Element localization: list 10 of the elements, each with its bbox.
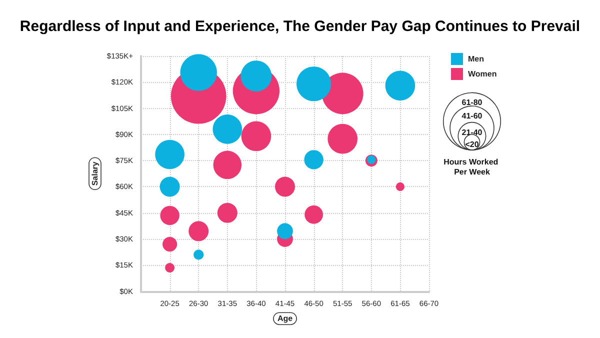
x-axis-title: Age	[277, 314, 294, 324]
legend-label: <20	[465, 140, 480, 149]
legend-label: 21-40	[462, 128, 483, 137]
legend-label: 41-60	[462, 112, 483, 121]
text: Hours Worked Per Week	[444, 158, 500, 176]
y-axis-title: Salary	[90, 161, 100, 186]
legend-label: Men	[468, 54, 484, 64]
legend-label: Women	[468, 70, 497, 78]
chart-title: Regardless of Input and Experience, The Gender Pay Gap Continues to Prevail	[20, 18, 580, 35]
legend-label: 61-80	[462, 98, 483, 108]
